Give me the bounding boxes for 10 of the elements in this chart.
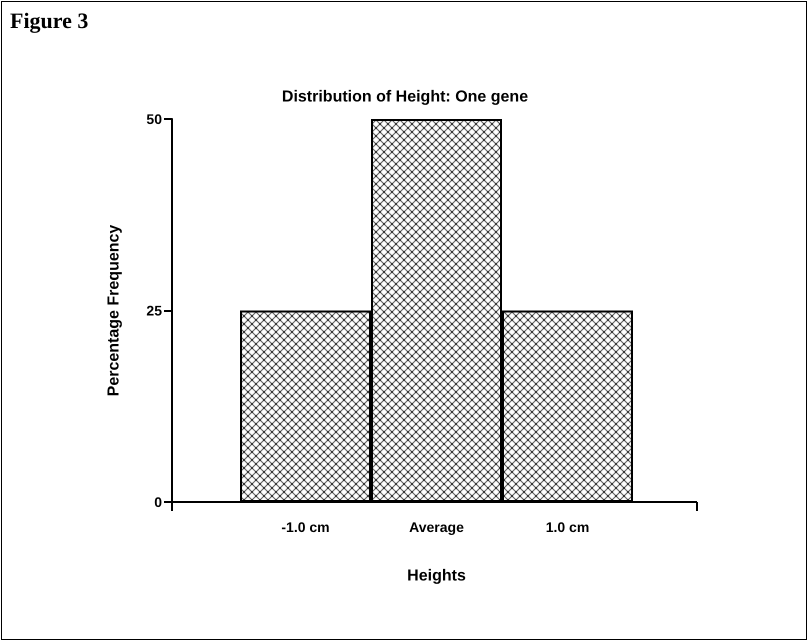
- caption: Figure 3: [10, 8, 88, 34]
- x-tick-label: 1.0 cm: [546, 519, 590, 535]
- y-axis-title: Percentage Frequency: [106, 224, 122, 396]
- x-tick-label: Average: [409, 519, 464, 535]
- y-tick-label: 50: [146, 111, 162, 127]
- chart-title: Distribution of Height: One gene: [282, 88, 528, 106]
- y-tick-label: 0: [154, 494, 162, 510]
- y-tick-label: 25: [146, 302, 162, 318]
- x-axis-title: Heights: [407, 568, 466, 584]
- x-tick-label: -1.0 cm: [281, 519, 330, 535]
